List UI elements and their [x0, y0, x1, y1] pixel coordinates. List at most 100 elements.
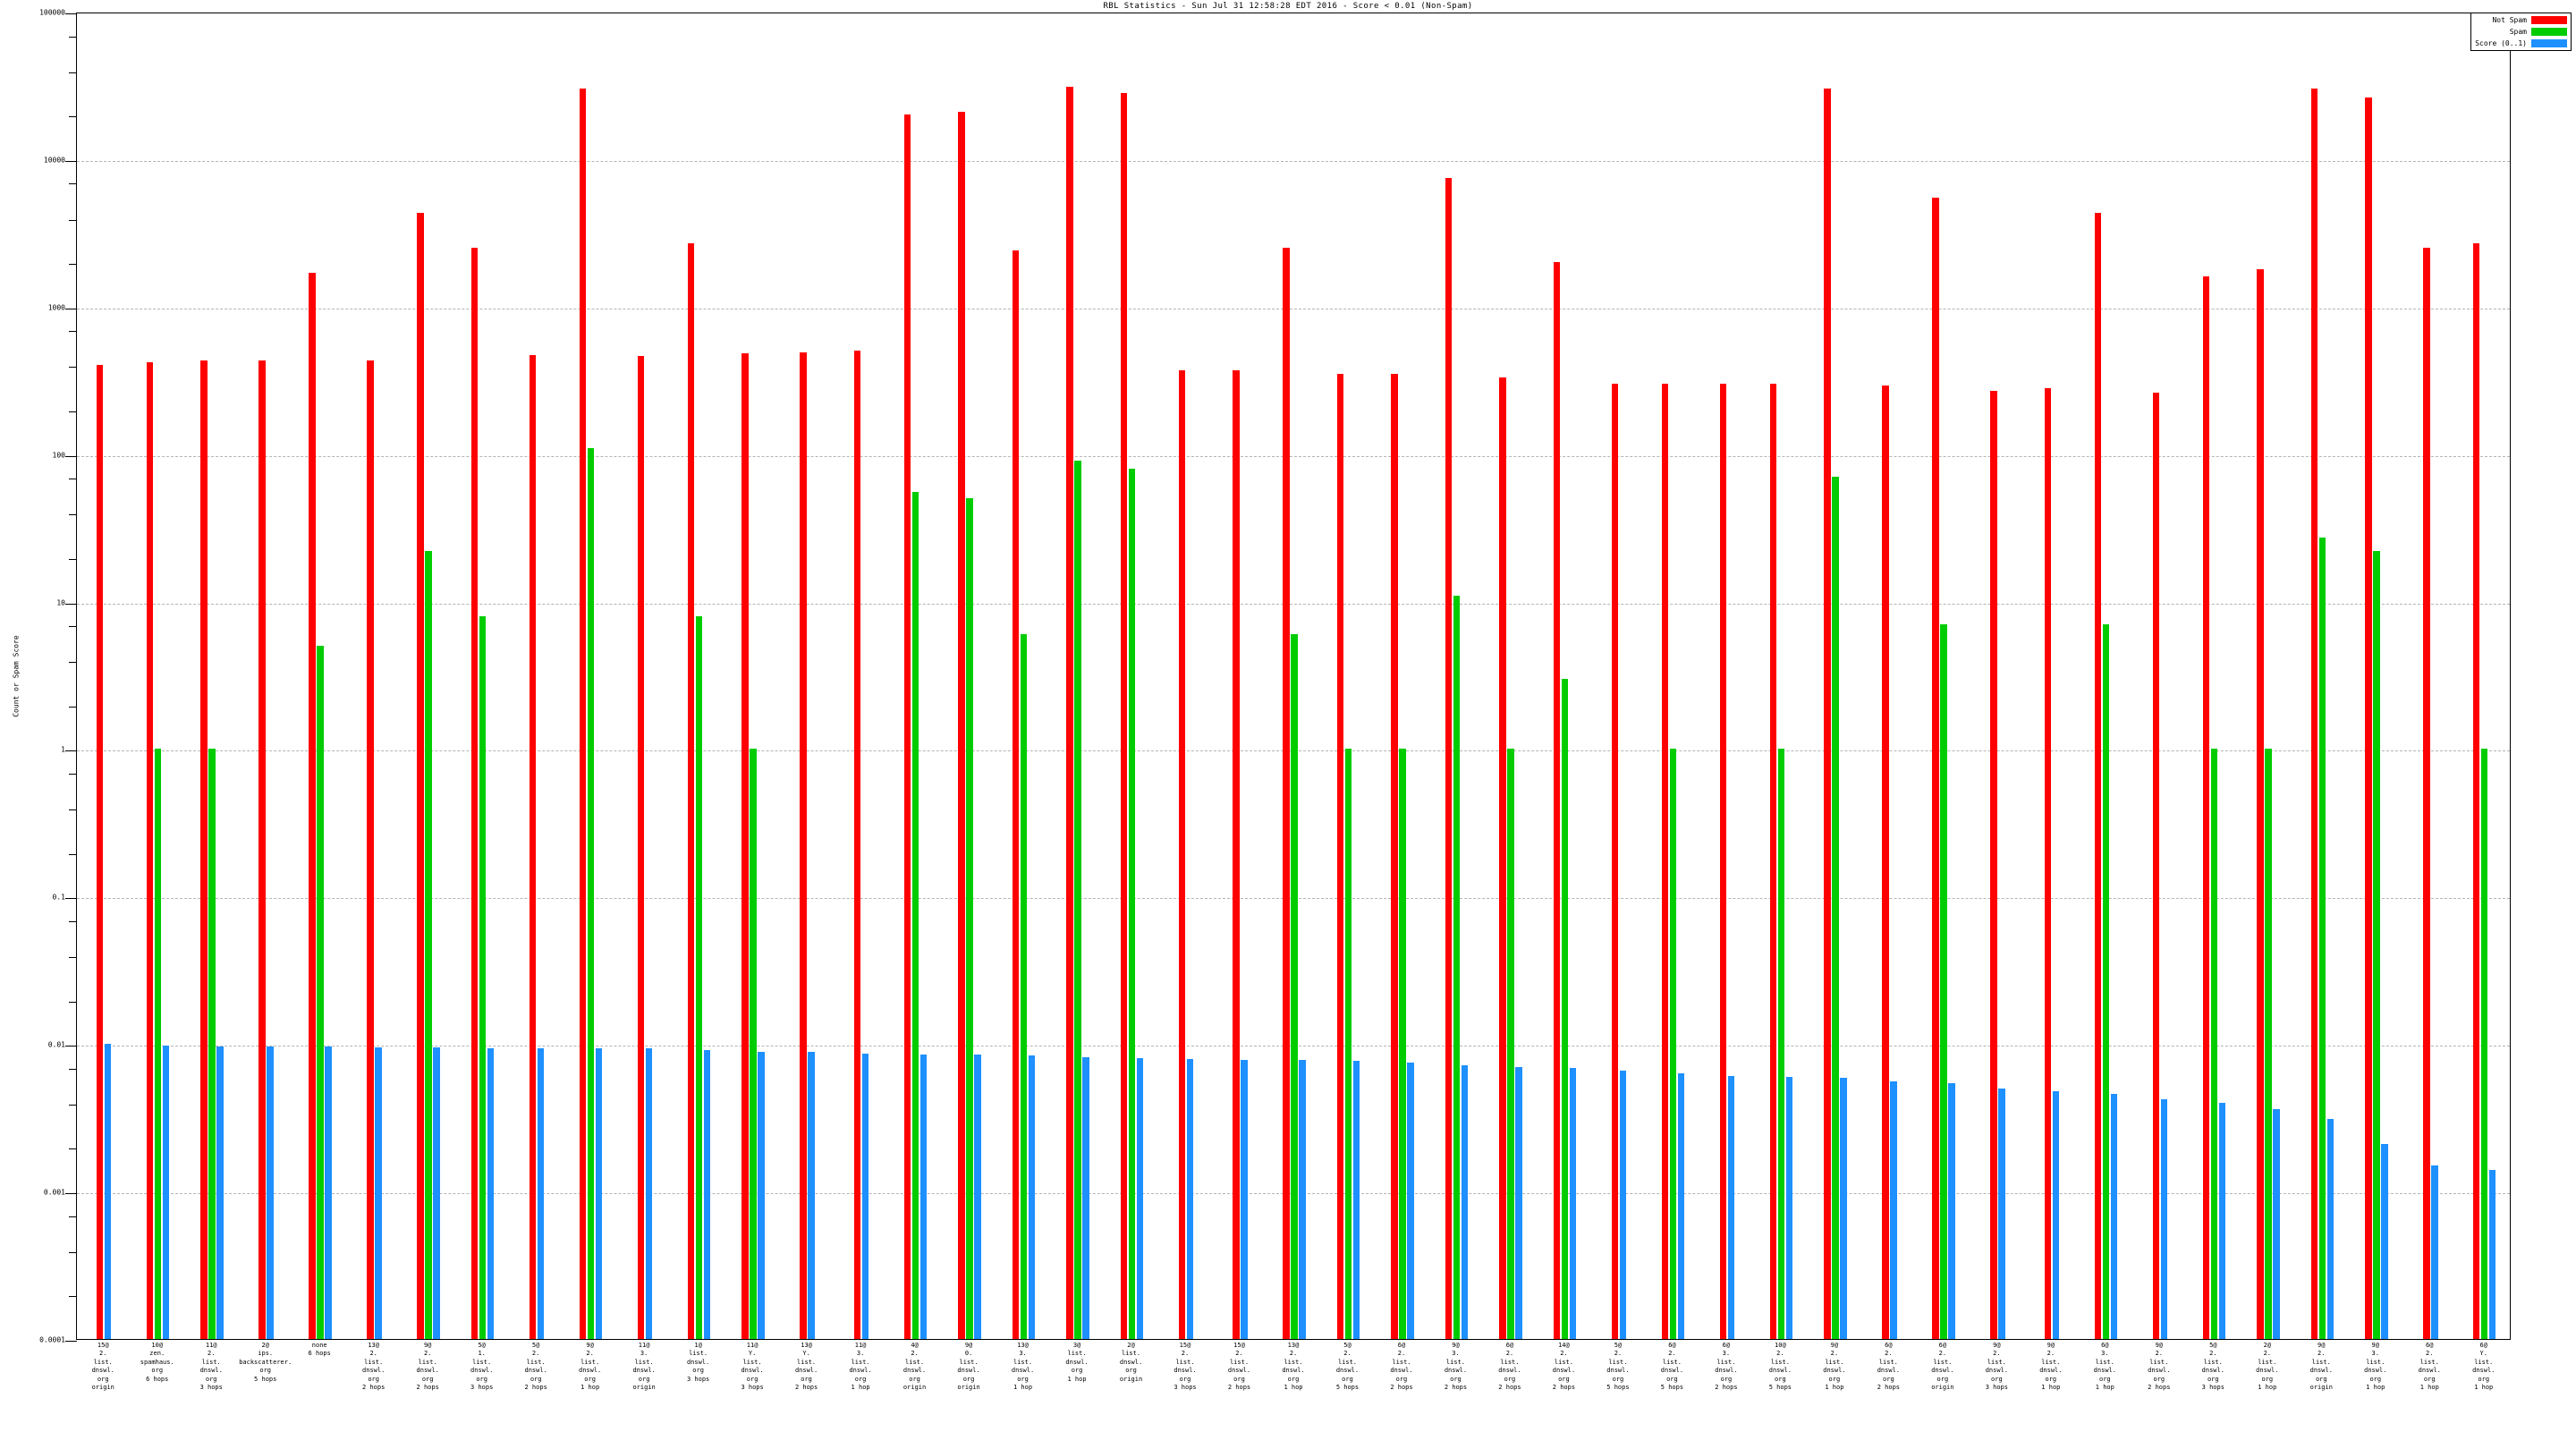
bar-score[interactable] [1407, 1062, 1414, 1339]
bar-score[interactable] [2110, 1093, 2118, 1339]
bar-spam[interactable] [2480, 749, 2488, 1339]
bar-group[interactable] [1700, 13, 1754, 1339]
bar-spam[interactable] [1777, 749, 1785, 1339]
bar-spam[interactable] [1074, 461, 1081, 1339]
bar-spam[interactable] [2373, 551, 2380, 1339]
bar-group[interactable] [1267, 13, 1321, 1339]
bar-group[interactable] [239, 13, 292, 1339]
bar-spam[interactable] [695, 615, 703, 1339]
bar-score[interactable] [104, 1044, 112, 1339]
bar-group[interactable] [455, 13, 509, 1339]
bar-score[interactable] [1677, 1073, 1685, 1339]
bar-not-spam[interactable] [1719, 384, 1727, 1339]
bar-score[interactable] [703, 1049, 711, 1339]
bar-group[interactable] [2458, 13, 2512, 1339]
bar-not-spam[interactable] [1336, 373, 1344, 1339]
bar-group[interactable] [1538, 13, 1591, 1339]
bar-group[interactable] [2187, 13, 2241, 1339]
bar-not-spam[interactable] [1882, 386, 1889, 1339]
bar-not-spam[interactable] [2257, 268, 2264, 1339]
bar-not-spam[interactable] [1824, 89, 1831, 1339]
bar-score[interactable] [2431, 1165, 2438, 1339]
bar-score[interactable] [433, 1046, 440, 1339]
bar-group[interactable] [1376, 13, 1429, 1339]
bar-score[interactable] [487, 1047, 495, 1339]
bar-group[interactable] [1754, 13, 1808, 1339]
bar-score[interactable] [1352, 1060, 1360, 1339]
bar-not-spam[interactable] [417, 213, 424, 1339]
bar-group[interactable] [293, 13, 347, 1339]
bar-score[interactable] [2160, 1099, 2168, 1339]
bar-group[interactable] [2403, 13, 2457, 1339]
bar-score[interactable] [1082, 1057, 1089, 1339]
bar-group[interactable] [1429, 13, 1483, 1339]
bar-group[interactable] [1646, 13, 1699, 1339]
bar-not-spam[interactable] [2094, 213, 2102, 1339]
bar-group[interactable] [347, 13, 401, 1339]
bar-score[interactable] [1515, 1066, 1522, 1339]
bar-spam[interactable] [750, 749, 757, 1339]
bar-group[interactable] [726, 13, 780, 1339]
bar-not-spam[interactable] [258, 360, 266, 1339]
bar-spam[interactable] [154, 749, 162, 1339]
bar-group[interactable] [1051, 13, 1105, 1339]
bar-not-spam[interactable] [2044, 387, 2052, 1339]
bar-spam[interactable] [1128, 468, 1136, 1339]
bar-group[interactable] [618, 13, 672, 1339]
bar-spam[interactable] [2210, 749, 2218, 1339]
bar-score[interactable] [808, 1052, 815, 1339]
bar-not-spam[interactable] [1932, 197, 1939, 1339]
bar-spam[interactable] [479, 615, 487, 1339]
bar-not-spam[interactable] [1769, 384, 1777, 1339]
bar-spam[interactable] [1669, 749, 1677, 1339]
bar-not-spam[interactable] [800, 352, 807, 1339]
bar-score[interactable] [1461, 1064, 1469, 1339]
bar-group[interactable] [943, 13, 996, 1339]
bar-not-spam[interactable] [579, 89, 587, 1339]
bar-score[interactable] [595, 1048, 603, 1339]
bar-group[interactable] [564, 13, 617, 1339]
bar-not-spam[interactable] [1391, 373, 1398, 1339]
bar-spam[interactable] [1291, 634, 1298, 1339]
bar-not-spam[interactable] [2423, 248, 2430, 1339]
bar-not-spam[interactable] [1553, 262, 1561, 1339]
bar-not-spam[interactable] [1120, 93, 1128, 1339]
bar-spam[interactable] [1453, 595, 1461, 1339]
bar-group[interactable] [2350, 13, 2403, 1339]
bar-group[interactable] [672, 13, 725, 1339]
bar-group[interactable] [1321, 13, 1375, 1339]
bar-not-spam[interactable] [529, 354, 537, 1339]
bar-not-spam[interactable] [367, 360, 374, 1339]
legend-item[interactable]: Spam [2475, 28, 2567, 36]
bar-score[interactable] [1241, 1060, 1248, 1339]
bar-spam[interactable] [587, 447, 595, 1339]
bar-spam[interactable] [1344, 749, 1352, 1339]
bar-not-spam[interactable] [853, 351, 861, 1339]
bar-spam[interactable] [1020, 634, 1028, 1339]
bar-not-spam[interactable] [2202, 276, 2210, 1339]
bar-score[interactable] [216, 1046, 224, 1339]
bar-group[interactable] [780, 13, 834, 1339]
bar-spam[interactable] [2318, 538, 2326, 1339]
bar-spam[interactable] [1561, 678, 1569, 1339]
bar-score[interactable] [162, 1046, 170, 1339]
bar-not-spam[interactable] [958, 111, 965, 1339]
bar-score[interactable] [1136, 1058, 1144, 1339]
bar-not-spam[interactable] [2365, 97, 2372, 1339]
bar-group[interactable] [835, 13, 888, 1339]
bar-score[interactable] [2326, 1119, 2334, 1339]
bar-group[interactable] [1917, 13, 1970, 1339]
bar-score[interactable] [919, 1054, 928, 1339]
bar-score[interactable] [1998, 1088, 2005, 1339]
bar-score[interactable] [537, 1047, 545, 1339]
bar-group[interactable] [1970, 13, 2024, 1339]
bar-score[interactable] [1028, 1055, 1036, 1339]
bar-score[interactable] [1569, 1067, 1577, 1339]
bar-score[interactable] [645, 1048, 653, 1339]
bar-group[interactable] [2133, 13, 2187, 1339]
bar-not-spam[interactable] [1066, 86, 1073, 1339]
bar-group[interactable] [1484, 13, 1538, 1339]
bar-not-spam[interactable] [1178, 369, 1186, 1339]
legend-item[interactable]: Not Spam [2475, 16, 2567, 24]
bar-spam[interactable] [1399, 749, 1406, 1339]
